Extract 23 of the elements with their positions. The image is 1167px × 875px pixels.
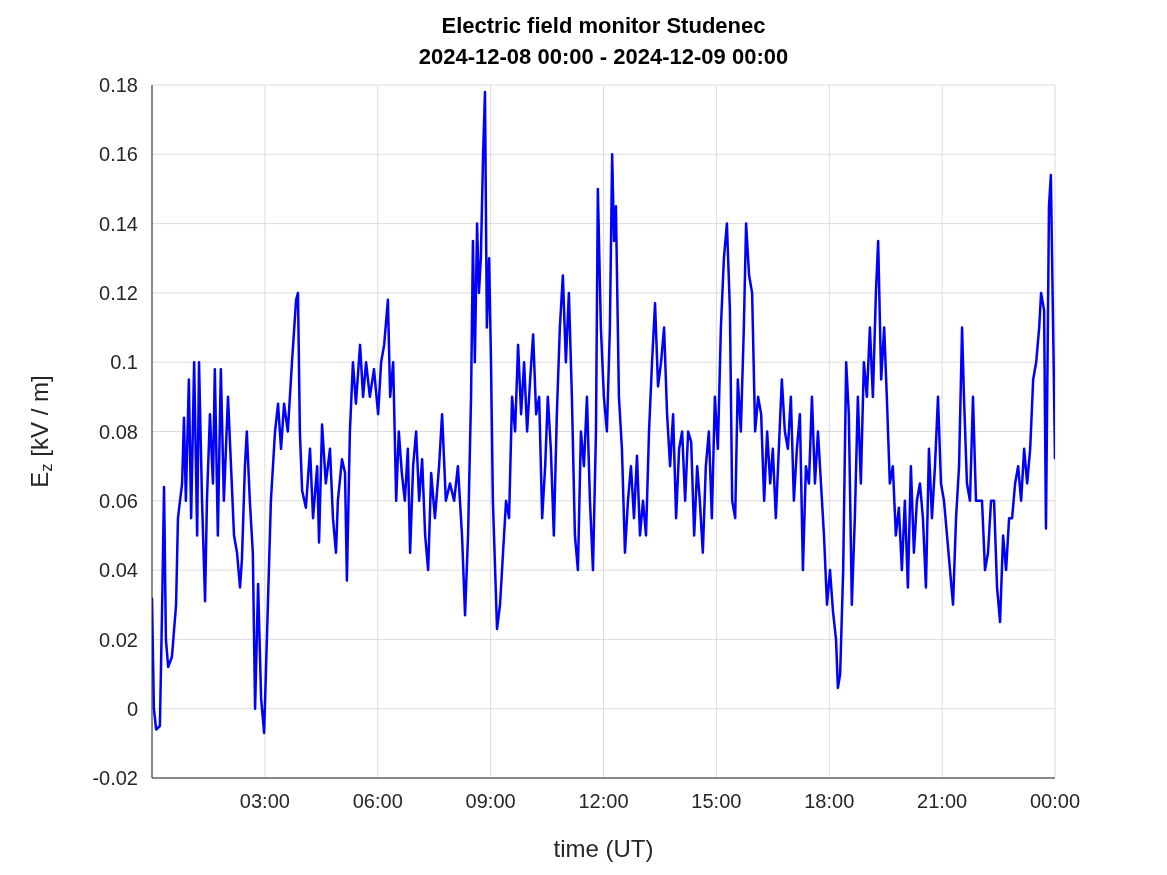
line-series bbox=[152, 90, 1055, 735]
x-tick-label: 03:00 bbox=[239, 790, 290, 813]
x-tick-label: 18:00 bbox=[804, 790, 855, 813]
y-tick-label: 0.1 bbox=[110, 351, 138, 374]
y-tick-label: 0 bbox=[126, 697, 138, 720]
x-tick-label: 15:00 bbox=[691, 790, 742, 813]
x-tick-label: 12:00 bbox=[578, 790, 629, 813]
y-tick-label: 0.18 bbox=[99, 74, 138, 97]
y-tick-label: 0.14 bbox=[99, 212, 138, 235]
x-tick-label: 09:00 bbox=[465, 790, 516, 813]
y-tick-label: -0.02 bbox=[92, 767, 138, 790]
chart-title: Electric field monitor Studenec bbox=[440, 12, 767, 40]
y-tick-label: 0.02 bbox=[99, 628, 138, 651]
y-tick-label: 0.12 bbox=[99, 282, 138, 304]
y-tick-label: 0.06 bbox=[99, 489, 138, 512]
chart-subtitle: 2024-12-08 00:00 - 2024-12-09 00:00 bbox=[417, 43, 790, 71]
x-axis-title: time (UT) bbox=[553, 835, 654, 862]
y-tick-label: 0.08 bbox=[99, 420, 138, 443]
x-tick-label: 21:00 bbox=[917, 790, 968, 813]
y-tick-label: 0.16 bbox=[99, 143, 138, 166]
x-tick-label: 06:00 bbox=[352, 790, 403, 813]
y-tick-label: 0.04 bbox=[99, 559, 138, 582]
x-tick-label: 00:00 bbox=[1029, 790, 1081, 813]
